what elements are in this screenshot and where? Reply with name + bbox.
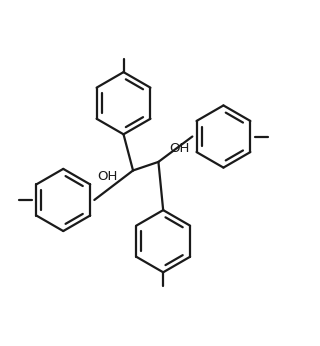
Text: OH: OH — [97, 170, 117, 183]
Text: OH: OH — [170, 143, 190, 155]
